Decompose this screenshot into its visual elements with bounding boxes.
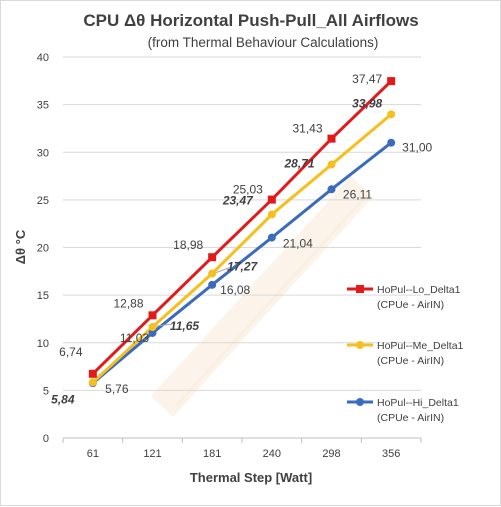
legend-label: HoPul--Lo_Delta1 bbox=[377, 284, 461, 296]
data-point bbox=[208, 253, 217, 262]
x-tick-label: 298 bbox=[322, 448, 340, 460]
x-tick-label: 121 bbox=[143, 448, 161, 460]
legend-marker bbox=[356, 398, 364, 406]
y-tick-label: 5 bbox=[43, 385, 49, 397]
data-label: 11,65 bbox=[170, 319, 199, 333]
y-tick-label: 15 bbox=[37, 290, 49, 302]
legend-marker bbox=[356, 341, 364, 349]
data-point bbox=[387, 77, 396, 86]
y-tick-label: 0 bbox=[43, 433, 49, 445]
data-point bbox=[148, 311, 157, 320]
data-point bbox=[327, 134, 336, 143]
data-label: 12,88 bbox=[113, 296, 143, 310]
series-line-2 bbox=[91, 141, 393, 385]
data-point bbox=[327, 185, 336, 194]
legend-sublabel: (CPUe - AirIN) bbox=[377, 412, 444, 424]
legend: HoPul--Lo_Delta1 (CPUe - AirIN) HoPul--Me_… bbox=[347, 284, 464, 424]
y-tick-label: 30 bbox=[37, 147, 49, 159]
data-label: 25,03 bbox=[233, 183, 263, 197]
data-point bbox=[88, 369, 97, 378]
data-point bbox=[148, 323, 157, 332]
grid-lines bbox=[63, 56, 421, 439]
chart-title: CPU Δθ Horizontal Push-Pull_All Airflows bbox=[83, 11, 418, 30]
x-tick-label: 356 bbox=[382, 448, 400, 460]
x-tick-label: 61 bbox=[87, 448, 99, 460]
label-leader-line bbox=[156, 323, 173, 327]
data-point bbox=[327, 160, 336, 169]
y-axis-title: Δθ °C bbox=[13, 229, 28, 264]
data-label: 37,47 bbox=[352, 72, 382, 86]
series-line-1 bbox=[91, 112, 393, 384]
data-label: 23,47 bbox=[222, 193, 254, 207]
legend-label: HoPul--Me_Delta1 bbox=[377, 340, 464, 352]
series-lines bbox=[91, 79, 393, 385]
data-label: 5,76 bbox=[105, 382, 129, 396]
y-axis-ticks: 0 5 10 15 20 25 30 35 40 bbox=[37, 52, 49, 445]
data-label: 33,98 bbox=[352, 96, 382, 110]
y-tick-label: 35 bbox=[37, 100, 49, 112]
data-label: 31,00 bbox=[402, 141, 432, 155]
data-label: 11,03 bbox=[120, 331, 149, 345]
x-axis-title: Thermal Step [Watt] bbox=[190, 470, 312, 485]
x-tick-label: 240 bbox=[263, 448, 281, 460]
data-point bbox=[267, 210, 276, 219]
data-label: 28,71 bbox=[283, 157, 314, 171]
watermark bbox=[151, 176, 373, 417]
data-point bbox=[208, 269, 217, 278]
x-axis-ticks: 61 121 181 240 298 356 bbox=[62, 438, 422, 460]
data-point bbox=[208, 280, 217, 289]
data-label: 18,98 bbox=[173, 238, 203, 252]
y-tick-label: 10 bbox=[37, 338, 49, 350]
data-label: 16,08 bbox=[220, 283, 250, 297]
data-label: 6,74 bbox=[59, 345, 83, 359]
data-point bbox=[387, 138, 396, 147]
data-label: 5,84 bbox=[51, 392, 75, 406]
legend-marker bbox=[356, 285, 364, 293]
series-line-0 bbox=[91, 79, 393, 376]
data-point bbox=[267, 195, 276, 204]
legend-label: HoPul--Hi_Delta1 bbox=[377, 397, 459, 409]
label-leader-line bbox=[215, 267, 231, 273]
data-point bbox=[267, 233, 276, 242]
y-tick-label: 20 bbox=[37, 243, 49, 255]
chart-subtitle: (from Thermal Behaviour Calculations) bbox=[148, 35, 379, 50]
data-point bbox=[387, 110, 396, 119]
data-point bbox=[148, 328, 157, 337]
data-label: 17,27 bbox=[227, 260, 258, 274]
data-point bbox=[88, 378, 97, 387]
series-markers bbox=[88, 77, 396, 388]
y-tick-label: 25 bbox=[37, 195, 49, 207]
legend-sublabel: (CPUe - AirIN) bbox=[377, 355, 444, 367]
data-label: 21,04 bbox=[283, 237, 313, 251]
x-tick-label: 181 bbox=[203, 448, 221, 460]
data-label: 26,11 bbox=[343, 187, 372, 201]
legend-sublabel: (CPUe - AirIN) bbox=[377, 299, 444, 311]
data-label: 31,43 bbox=[292, 122, 322, 136]
y-tick-label: 40 bbox=[37, 52, 49, 64]
data-labels: 6,74 12,88 18,98 25,03 31,43 37,47 5,84 11,65 17… bbox=[51, 72, 432, 406]
